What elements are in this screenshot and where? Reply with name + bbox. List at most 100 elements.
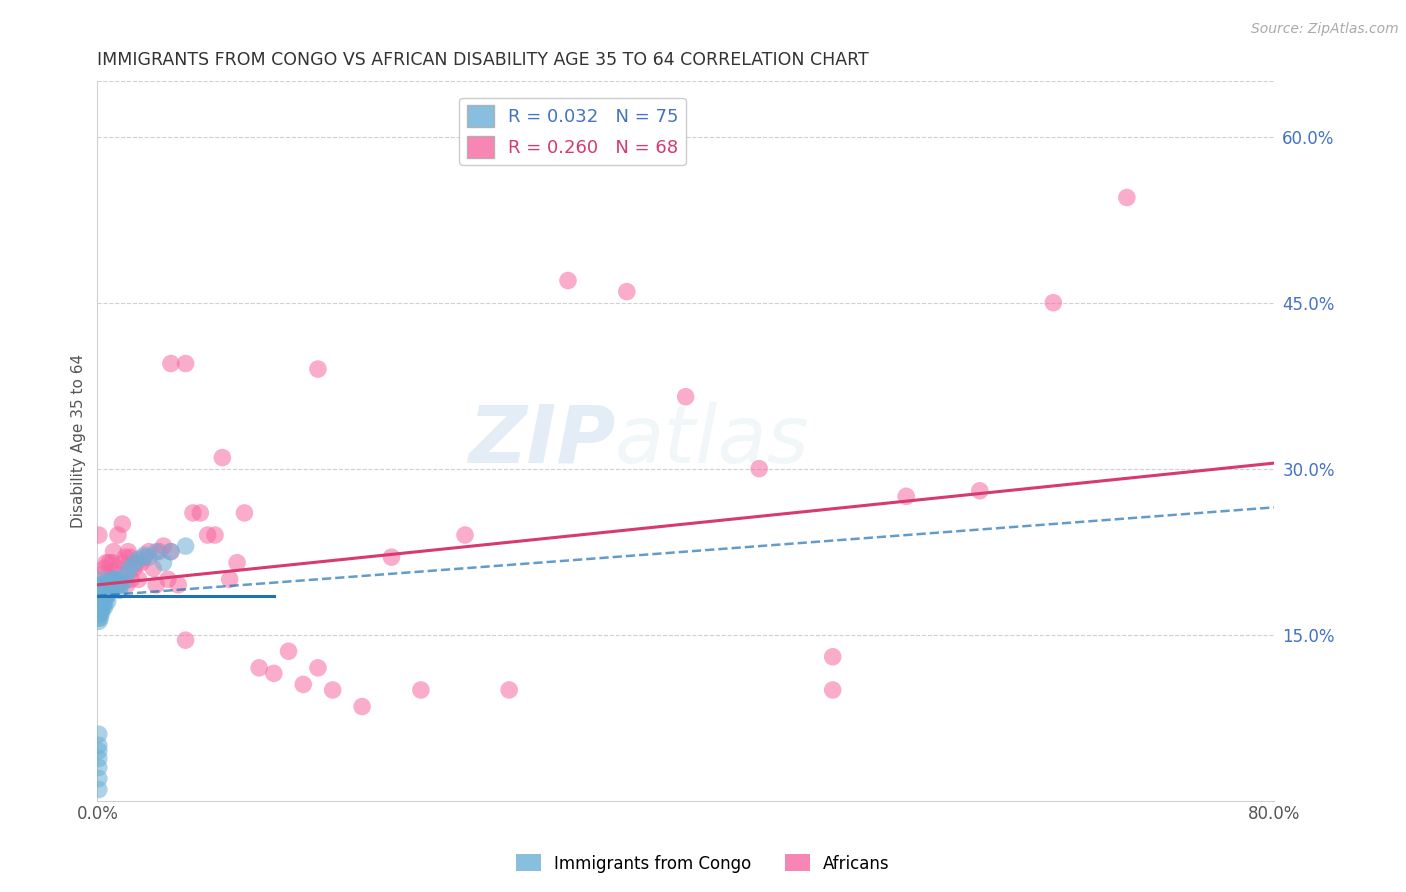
Point bbox=[96, 556, 118, 570]
Point bbox=[616, 285, 638, 299]
Point bbox=[87, 603, 110, 617]
Point bbox=[87, 589, 110, 603]
Point bbox=[112, 574, 135, 589]
Point bbox=[100, 578, 122, 592]
Point bbox=[218, 572, 240, 586]
Point bbox=[498, 682, 520, 697]
Point bbox=[107, 528, 129, 542]
Point bbox=[145, 578, 167, 592]
Point bbox=[277, 644, 299, 658]
Point bbox=[87, 739, 110, 753]
Point bbox=[145, 544, 167, 558]
Point bbox=[134, 548, 156, 562]
Point bbox=[263, 666, 285, 681]
Point bbox=[115, 578, 138, 592]
Point bbox=[122, 556, 145, 570]
Point bbox=[142, 561, 165, 575]
Point bbox=[160, 544, 183, 558]
Point bbox=[110, 566, 132, 581]
Point bbox=[87, 751, 110, 765]
Point bbox=[91, 583, 114, 598]
Point bbox=[211, 450, 233, 465]
Point bbox=[87, 760, 110, 774]
Point bbox=[117, 544, 139, 558]
Point bbox=[128, 552, 150, 566]
Point bbox=[96, 578, 118, 592]
Point bbox=[103, 574, 125, 589]
Point bbox=[98, 583, 121, 598]
Point bbox=[87, 597, 110, 611]
Point bbox=[292, 677, 315, 691]
Text: atlas: atlas bbox=[614, 402, 810, 480]
Point bbox=[90, 585, 112, 599]
Text: Source: ZipAtlas.com: Source: ZipAtlas.com bbox=[1251, 22, 1399, 37]
Point bbox=[307, 362, 329, 376]
Point bbox=[87, 578, 110, 592]
Point bbox=[675, 390, 697, 404]
Point bbox=[93, 594, 115, 608]
Point bbox=[122, 561, 145, 575]
Point bbox=[93, 583, 115, 598]
Point bbox=[110, 578, 132, 592]
Point bbox=[107, 578, 129, 592]
Point bbox=[89, 599, 111, 614]
Point bbox=[87, 727, 110, 741]
Point bbox=[87, 583, 110, 598]
Point bbox=[90, 572, 112, 586]
Legend: R = 0.032   N = 75, R = 0.260   N = 68: R = 0.032 N = 75, R = 0.260 N = 68 bbox=[460, 97, 686, 165]
Point bbox=[112, 556, 135, 570]
Point bbox=[91, 594, 114, 608]
Point bbox=[93, 578, 115, 592]
Point bbox=[87, 594, 110, 608]
Point bbox=[93, 589, 115, 603]
Point bbox=[454, 528, 477, 542]
Point bbox=[204, 528, 226, 542]
Point bbox=[105, 561, 128, 575]
Point bbox=[90, 606, 112, 620]
Text: ZIP: ZIP bbox=[468, 402, 614, 480]
Point bbox=[118, 550, 141, 565]
Point bbox=[90, 583, 112, 598]
Point bbox=[87, 599, 110, 614]
Point bbox=[233, 506, 256, 520]
Point bbox=[125, 556, 148, 570]
Point bbox=[131, 556, 153, 570]
Point bbox=[118, 561, 141, 575]
Point bbox=[148, 544, 170, 558]
Point bbox=[90, 589, 112, 603]
Point bbox=[103, 544, 125, 558]
Point bbox=[90, 599, 112, 614]
Point bbox=[87, 585, 110, 599]
Point bbox=[160, 357, 183, 371]
Point bbox=[114, 550, 136, 565]
Point bbox=[87, 772, 110, 786]
Point bbox=[821, 649, 844, 664]
Point bbox=[160, 544, 183, 558]
Point bbox=[89, 606, 111, 620]
Point bbox=[748, 461, 770, 475]
Point bbox=[896, 489, 918, 503]
Point bbox=[101, 572, 124, 586]
Point bbox=[111, 516, 134, 531]
Point bbox=[115, 566, 138, 581]
Point bbox=[307, 661, 329, 675]
Point bbox=[89, 589, 111, 603]
Point bbox=[134, 550, 156, 565]
Point bbox=[167, 578, 190, 592]
Point bbox=[97, 589, 120, 603]
Point bbox=[89, 581, 111, 595]
Point bbox=[91, 578, 114, 592]
Point bbox=[87, 607, 110, 622]
Point bbox=[174, 633, 197, 648]
Point bbox=[322, 682, 344, 697]
Point bbox=[557, 273, 579, 287]
Point bbox=[98, 556, 121, 570]
Point bbox=[87, 591, 110, 606]
Point bbox=[188, 506, 211, 520]
Point bbox=[104, 572, 127, 586]
Point bbox=[96, 589, 118, 603]
Point bbox=[101, 578, 124, 592]
Point bbox=[91, 589, 114, 603]
Point bbox=[138, 544, 160, 558]
Point bbox=[1042, 295, 1064, 310]
